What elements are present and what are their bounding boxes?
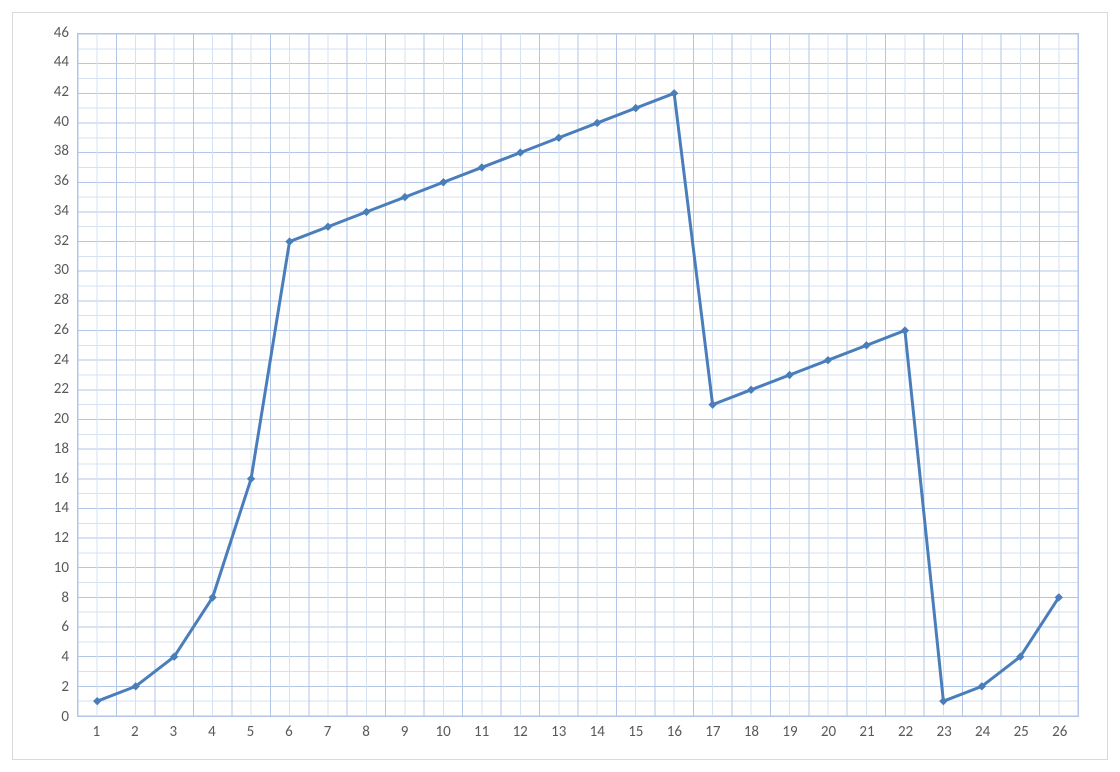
x-axis-tick-label: 13 xyxy=(551,725,566,740)
x-axis-tick-label: 16 xyxy=(667,725,682,740)
x-axis-tick-label: 18 xyxy=(744,725,759,740)
y-axis-tick-label: 16 xyxy=(54,472,69,487)
x-axis-tick-label: 12 xyxy=(513,725,528,740)
x-axis-tick-label: 25 xyxy=(1014,725,1029,740)
y-axis-tick-label: 40 xyxy=(54,115,69,130)
y-axis-tick-label: 26 xyxy=(54,323,69,338)
x-axis-tick-label: 5 xyxy=(247,725,255,740)
x-axis-tick-label: 9 xyxy=(401,725,409,740)
y-axis-tick-label: 8 xyxy=(61,591,69,606)
x-axis-tick-label: 17 xyxy=(705,725,720,740)
y-axis-tick-label: 0 xyxy=(61,710,69,725)
y-axis-tick-label: 22 xyxy=(54,382,69,397)
x-axis-tick-label: 22 xyxy=(898,725,913,740)
x-axis-tick-label: 23 xyxy=(937,725,952,740)
y-axis-tick-label: 38 xyxy=(54,144,69,159)
x-axis-tick-label: 21 xyxy=(859,725,874,740)
y-axis-tick-label: 34 xyxy=(54,204,69,219)
y-axis-tick-label: 32 xyxy=(54,234,69,249)
x-axis-tick-label: 1 xyxy=(92,725,100,740)
y-axis-tick-label: 30 xyxy=(54,263,69,278)
chart-border: 0246810121416182022242628303234363840424… xyxy=(12,12,1108,760)
x-axis-tick-label: 26 xyxy=(1052,725,1067,740)
x-axis-tick-label: 4 xyxy=(208,725,216,740)
y-axis-tick-label: 42 xyxy=(54,85,69,100)
x-axis-tick-label: 8 xyxy=(362,725,370,740)
x-axis-tick-label: 3 xyxy=(170,725,178,740)
y-axis-tick-label: 10 xyxy=(54,561,69,576)
x-axis-tick-label: 19 xyxy=(782,725,797,740)
x-axis-tick-label: 11 xyxy=(474,725,489,740)
y-axis-tick-label: 20 xyxy=(54,412,69,427)
x-axis-tick-label: 10 xyxy=(436,725,451,740)
x-axis-tick-label: 14 xyxy=(590,725,605,740)
y-axis-tick-label: 28 xyxy=(54,293,69,308)
x-axis-tick-label: 7 xyxy=(324,725,332,740)
y-axis-tick-label: 44 xyxy=(54,55,69,70)
x-axis-tick-label: 15 xyxy=(628,725,643,740)
plot-area xyxy=(77,33,1079,717)
x-axis-tick-label: 24 xyxy=(975,725,990,740)
chart-container: 0246810121416182022242628303234363840424… xyxy=(0,0,1120,772)
y-axis-tick-label: 24 xyxy=(54,353,69,368)
y-axis-tick-label: 18 xyxy=(54,442,69,457)
x-axis-tick-label: 2 xyxy=(131,725,139,740)
y-axis-tick-label: 12 xyxy=(54,531,69,546)
y-axis-tick-label: 4 xyxy=(61,650,69,665)
x-axis-tick-label: 6 xyxy=(285,725,293,740)
y-axis-tick-label: 36 xyxy=(54,174,69,189)
y-axis-tick-label: 2 xyxy=(61,680,69,695)
y-axis-tick-label: 6 xyxy=(61,620,69,635)
x-axis-tick-label: 20 xyxy=(821,725,836,740)
y-axis-tick-label: 14 xyxy=(54,501,69,516)
y-axis-tick-label: 46 xyxy=(54,26,69,41)
chart-grid xyxy=(78,34,1078,716)
